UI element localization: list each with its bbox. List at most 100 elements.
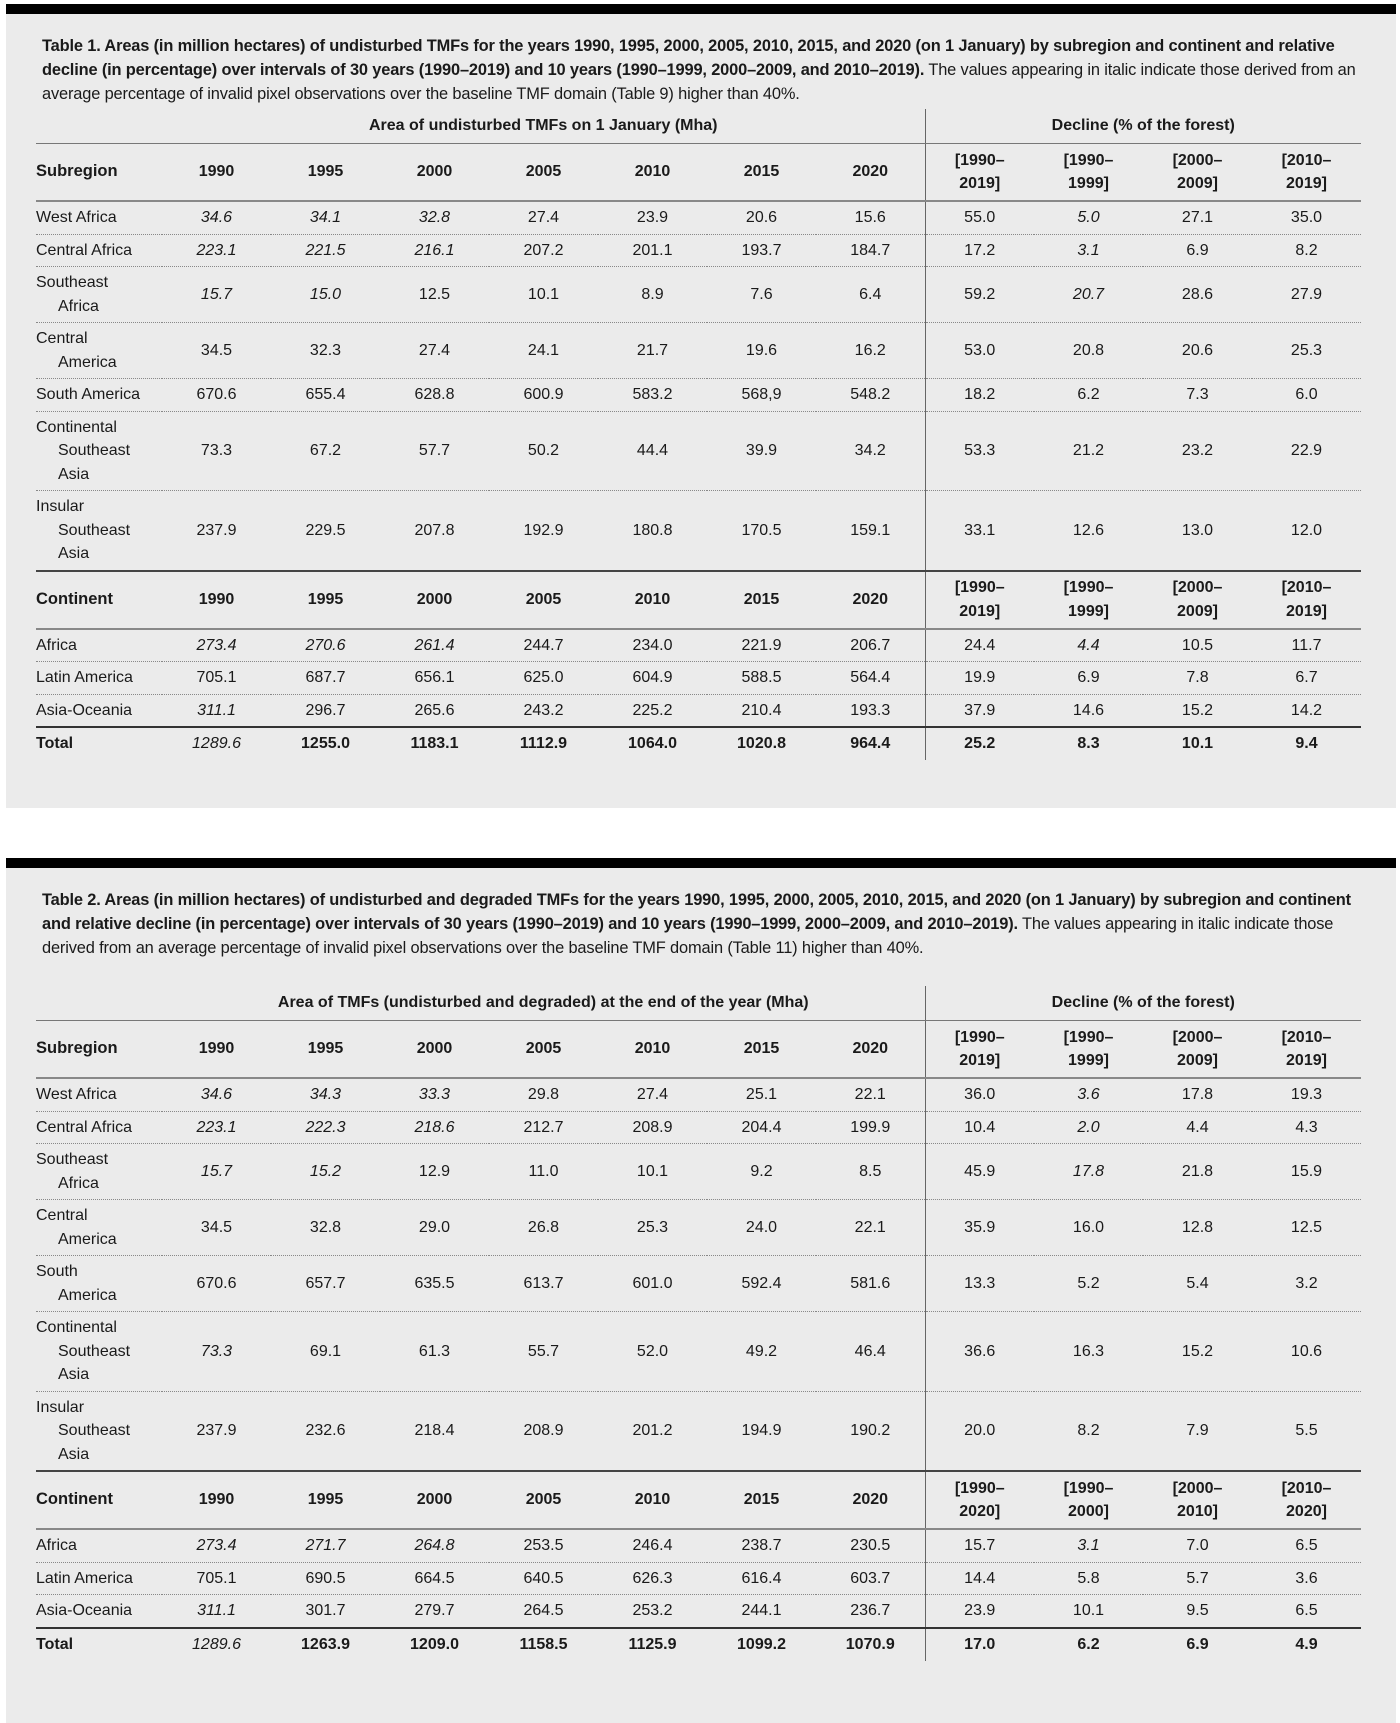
decline-value: 25.3 xyxy=(1252,323,1361,379)
value-text: 34.2 xyxy=(854,442,886,459)
decline-value: 35.0 xyxy=(1252,201,1361,234)
value-text: 25.3 xyxy=(1290,341,1323,359)
value-text: 232.6 xyxy=(305,1422,346,1439)
decline-value: 53.3 xyxy=(924,411,1034,491)
decline-value: 25.2 xyxy=(924,727,1034,760)
cell-text: 2015 xyxy=(743,163,780,181)
area-value: 55.7 xyxy=(489,1312,598,1392)
value-text: 9.4 xyxy=(1295,735,1318,753)
value-text: 5.0 xyxy=(1077,209,1100,226)
value-text: 223.1 xyxy=(196,1118,237,1136)
value-text: 73.3 xyxy=(200,442,233,459)
row-label-text: Central xyxy=(36,330,88,347)
cell-text: 2005 xyxy=(525,1040,562,1058)
cell-text: 2015 xyxy=(743,590,780,608)
value-text: 4.9 xyxy=(1295,1635,1318,1653)
value-text: 59.2 xyxy=(964,285,996,303)
cell-text: 2020 xyxy=(852,1491,889,1509)
row-label: Total xyxy=(36,727,162,760)
value-text: 568,9 xyxy=(741,386,782,403)
decline-value: 6.2 xyxy=(1034,379,1143,412)
value-text: 236.7 xyxy=(850,1602,891,1619)
value-text: 21.2 xyxy=(1072,442,1105,459)
value-text: 22.1 xyxy=(854,1086,886,1103)
subregion-row: Insular Southeast Asia 237.9 229.5 207.8 192.9… xyxy=(36,490,1361,571)
interval-header: [1990– 2020] xyxy=(924,1471,1034,1529)
value-text: 201.1 xyxy=(632,241,673,259)
decline-value: 16.0 xyxy=(1034,1200,1143,1256)
value-text: 6.9 xyxy=(1186,241,1209,259)
value-text: 34.6 xyxy=(200,1086,233,1103)
subregion-column-header: Subregion xyxy=(36,144,162,202)
area-value: 25.3 xyxy=(598,1200,707,1256)
group-header-row: Area of TMFs (undisturbed and degraded) … xyxy=(36,986,1361,1021)
value-text: 15.7 xyxy=(200,1162,233,1180)
value-text: 664.5 xyxy=(414,1569,455,1587)
value-text: 193.3 xyxy=(850,701,891,719)
value-text: 1183.1 xyxy=(410,735,459,753)
value-text: 55.7 xyxy=(527,1342,560,1360)
cell-text: 2010 xyxy=(634,1491,671,1509)
value-text: 238.7 xyxy=(741,1537,782,1554)
row-label-text: America xyxy=(58,1286,117,1304)
year-header: 2005 xyxy=(489,144,598,202)
area-value: 34.3 xyxy=(271,1078,380,1111)
value-text: 8.9 xyxy=(641,285,664,303)
area-value: 625.0 xyxy=(489,662,598,695)
value-text: 52.0 xyxy=(636,1342,669,1360)
value-text: 635.5 xyxy=(414,1274,455,1292)
continent-row: Latin America 705.1 690.5 664.5 640.5 626.3 61… xyxy=(36,1562,1361,1595)
decline-value: 17.0 xyxy=(924,1627,1034,1661)
area-value: 34.1 xyxy=(271,201,380,234)
cell-text: 2010 xyxy=(634,1040,671,1058)
value-text: 218.4 xyxy=(414,1422,455,1439)
row-label: West Africa xyxy=(36,201,162,234)
value-text: 25.1 xyxy=(745,1086,778,1103)
value-text: 20.8 xyxy=(1072,341,1105,359)
value-text: 7.6 xyxy=(750,285,773,303)
cell-text: 2019] xyxy=(959,602,1001,620)
interval-header: [1990– 1999] xyxy=(1034,571,1143,629)
cell-text: Continent xyxy=(36,589,113,608)
area-value: 32.3 xyxy=(271,323,380,379)
year-header: 2010 xyxy=(598,144,707,202)
area-value: 296.7 xyxy=(271,694,380,727)
cell-text: [1990– xyxy=(1063,1028,1114,1046)
value-text: 15.0 xyxy=(309,285,342,303)
value-text: 253.2 xyxy=(632,1602,673,1619)
value-text: 14.6 xyxy=(1072,701,1105,719)
area-value: 61.3 xyxy=(380,1312,489,1392)
area-value: 548.2 xyxy=(816,379,925,412)
value-text: 24.4 xyxy=(964,636,996,654)
row-label-text: Africa xyxy=(36,636,77,654)
value-text: 4.4 xyxy=(1077,636,1100,654)
area-value: 656.1 xyxy=(380,662,489,695)
area-value: 273.4 xyxy=(162,629,271,662)
decline-header: Decline (% of the forest) xyxy=(924,109,1361,144)
row-label: Central America xyxy=(36,323,162,379)
row-label-text: Central Africa xyxy=(36,241,133,259)
area-value: 15.2 xyxy=(271,1144,380,1200)
value-text: 192.9 xyxy=(523,521,564,539)
value-text: 6.4 xyxy=(859,285,882,303)
blank-cell xyxy=(36,109,162,144)
value-text: 3.6 xyxy=(1295,1569,1318,1587)
decline-value: 5.0 xyxy=(1034,201,1143,234)
cell-text: 2019] xyxy=(1286,602,1327,620)
year-header: 2010 xyxy=(598,571,707,629)
year-header: 2015 xyxy=(707,1471,816,1529)
cell-text: [1990– xyxy=(954,1028,1005,1046)
area-value: 194.9 xyxy=(707,1391,816,1471)
cell-text: 2005 xyxy=(525,1491,562,1509)
value-text: 34.3 xyxy=(309,1086,342,1103)
value-text: 34.1 xyxy=(309,209,342,226)
value-text: 73.3 xyxy=(200,1342,233,1360)
value-text: 19.6 xyxy=(745,341,778,359)
area-value: 23.9 xyxy=(598,201,707,234)
area-value: 15.7 xyxy=(162,267,271,323)
year-header: 2020 xyxy=(816,1021,925,1079)
cell-text: 2010] xyxy=(1177,1503,1218,1520)
area-value: 690.5 xyxy=(271,1562,380,1595)
value-text: 36.6 xyxy=(964,1342,996,1360)
year-header: 2010 xyxy=(598,1021,707,1079)
